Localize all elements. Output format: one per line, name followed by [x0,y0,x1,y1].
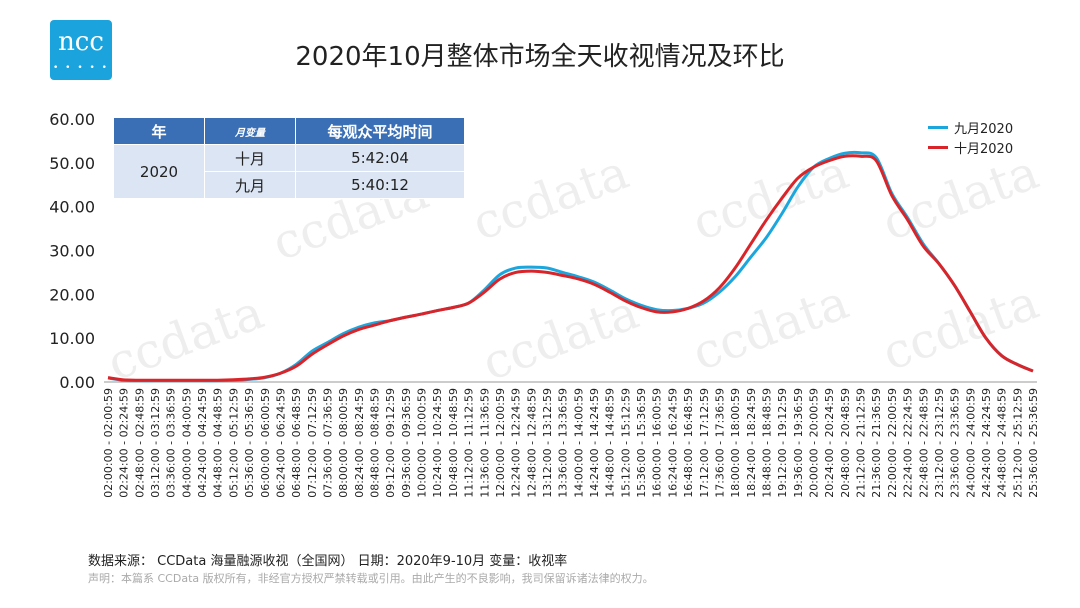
x-tick-label: 09:36:00 - 09:36:59 [400,388,413,498]
legend-label: 九月2020 [954,121,1014,137]
legend-item-october: 十月2020 [928,137,1013,157]
x-tick-label: 08:48:00 - 08:48:59 [369,388,382,498]
x-tick-label: 20:00:00 - 20:00:59 [808,388,821,498]
y-tick-label: 50.00 [49,154,95,173]
header-avg-time: 每观众平均时间 [295,117,465,145]
table-row: 九月 5:40:12 [114,171,465,199]
y-tick-label: 30.00 [49,242,95,261]
x-tick-label: 15:36:00 - 15:36:59 [635,388,648,498]
x-tick-label: 18:48:00 - 18:48:59 [760,388,773,498]
stats-table: 年 月变量 每观众平均时间 2020 十月 5:42:04 九月 5:40:12 [113,117,465,199]
header-month: 月 [235,128,245,139]
x-tick-label: 19:36:00 - 19:36:59 [792,388,805,498]
y-tick-label: 20.00 [49,285,95,304]
x-tick-label: 05:12:00 - 05:12:59 [227,388,240,498]
legend: 九月2020 十月2020 [928,117,1013,157]
legend-swatch [928,145,948,149]
y-tick-label: 40.00 [49,198,95,217]
x-tick-label: 14:48:00 - 14:48:59 [604,388,617,498]
x-tick-label: 20:24:00 - 20:24:59 [823,388,836,498]
x-tick-label: 10:00:00 - 10:00:59 [416,388,429,498]
series-layer [107,150,1034,383]
cell-year: 2020 [113,144,205,199]
x-tick-label: 06:24:00 - 06:24:59 [274,388,287,498]
x-tick-label: 02:48:00 - 02:48:59 [133,388,146,498]
cell-month: 十月 [204,144,296,172]
x-tick-label: 05:36:00 - 05:36:59 [243,388,256,498]
x-tick-label: 08:24:00 - 08:24:59 [353,388,366,498]
table-header-row: 年 月变量 每观众平均时间 [113,117,465,145]
logo-text: ncc [58,27,104,57]
x-tick-label: 17:12:00 - 17:12:59 [698,388,711,498]
x-tick-label: 16:00:00 - 16:00:59 [651,388,664,498]
x-tick-label: 04:48:00 - 04:48:59 [212,388,225,498]
x-tick-label: 07:36:00 - 07:36:59 [321,388,334,498]
x-tick-label: 09:12:00 - 09:12:59 [384,388,397,498]
x-tick-label: 03:36:00 - 03:36:59 [165,388,178,498]
x-tick-label: 12:48:00 - 12:48:59 [525,388,538,498]
x-tick-label: 18:24:00 - 18:24:59 [745,388,758,498]
x-tick-label: 13:36:00 - 13:36:59 [557,388,570,498]
x-tick-label: 20:48:00 - 20:48:59 [839,388,852,498]
data-source: 数据来源： CCData 海量融源收视（全国网） 日期：2020年9-10月 变… [88,554,568,569]
x-tick-label: 16:24:00 - 16:24:59 [666,388,679,498]
x-tick-label: 14:24:00 - 14:24:59 [588,388,601,498]
x-tick-label: 22:24:00 - 22:24:59 [902,388,915,498]
x-tick-label: 08:00:00 - 08:00:59 [337,388,350,498]
x-tick-label: 02:00:00 - 02:00:59 [102,388,115,498]
x-tick-label: 02:24:00 - 02:24:59 [118,388,131,498]
x-tick-label: 06:00:00 - 06:00:59 [259,388,272,498]
legend-label: 十月2020 [954,141,1014,157]
x-tick-label: 04:00:00 - 04:00:59 [180,388,193,498]
disclaimer: 声明：本篇系 CCData 版权所有，非经官方授权严禁转载或引用。由此产生的不良… [88,572,654,585]
x-axis: 02:00:00 - 02:00:59 02:24:00 - 02:24:59 02… [102,381,1040,498]
x-tick-label: 06:48:00 - 06:48:59 [290,388,303,498]
cell-value: 5:40:12 [295,171,465,199]
x-tick-label: 07:12:00 - 07:12:59 [306,388,319,498]
chart-title: 2020年10月整体市场全天收视情况及环比 [295,42,785,72]
y-tick-label: 10.00 [49,329,95,348]
header-month-variable: 月变量 [204,117,296,145]
x-tick-label: 21:12:00 - 21:12:59 [855,388,868,498]
x-tick-label: 10:48:00 - 10:48:59 [447,388,460,498]
x-tick-label: 24:00:00 - 24:00:59 [964,388,977,498]
x-tick-label: 15:12:00 - 15:12:59 [619,388,632,498]
y-tick-label: 0.00 [59,373,95,392]
x-tick-label: 13:12:00 - 13:12:59 [541,388,554,498]
x-tick-label: 23:36:00 - 23:36:59 [949,388,962,498]
legend-item-september: 九月2020 [928,117,1013,137]
x-tick-label: 24:48:00 - 24:48:59 [996,388,1009,498]
x-tick-label: 22:48:00 - 22:48:59 [917,388,930,498]
ncc-logo: ncc • • • • • [50,20,112,80]
cell-value: 5:42:04 [295,144,465,172]
x-tick-label: 17:36:00 - 17:36:59 [713,388,726,498]
y-axis: 0.00 10.00 20.00 30.00 40.00 50.00 60.00 [49,110,95,392]
x-tick-label: 03:12:00 - 03:12:59 [149,388,162,498]
table-row: 2020 十月 5:42:04 [113,144,465,199]
x-tick-label: 18:00:00 - 18:00:59 [729,388,742,498]
series-line-october [107,154,1034,382]
x-tick-label: 10:24:00 - 10:24:59 [431,388,444,498]
x-tick-label: 23:12:00 - 23:12:59 [933,388,946,498]
x-tick-label: 21:36:00 - 21:36:59 [870,388,883,498]
legend-swatch [928,125,948,129]
x-tick-label: 12:24:00 - 12:24:59 [510,388,523,498]
y-tick-label: 60.00 [49,110,95,129]
x-tick-label: 22:00:00 - 22:00:59 [886,388,899,498]
x-tick-label: 12:00:00 - 12:00:59 [494,388,507,498]
x-tick-label: 24:24:00 - 24:24:59 [980,388,993,498]
x-tick-label: 19:12:00 - 19:12:59 [776,388,789,498]
cell-month: 九月 [204,171,296,199]
header-variable: 变量 [245,128,265,139]
header-year: 年 [113,117,205,145]
x-tick-label: 25:12:00 - 25:12:59 [1011,388,1024,498]
x-tick-label: 16:48:00 - 16:48:59 [682,388,695,498]
x-tick-label: 25:36:00 - 25:36:59 [1027,388,1040,498]
x-tick-label: 11:36:00 - 11:36:59 [478,388,491,498]
logo-dots: • • • • • [53,63,109,73]
x-tick-label: 04:24:00 - 04:24:59 [196,388,209,498]
x-tick-label: 11:12:00 - 11:12:59 [463,388,476,498]
x-tick-label: 14:00:00 - 14:00:59 [572,388,585,498]
